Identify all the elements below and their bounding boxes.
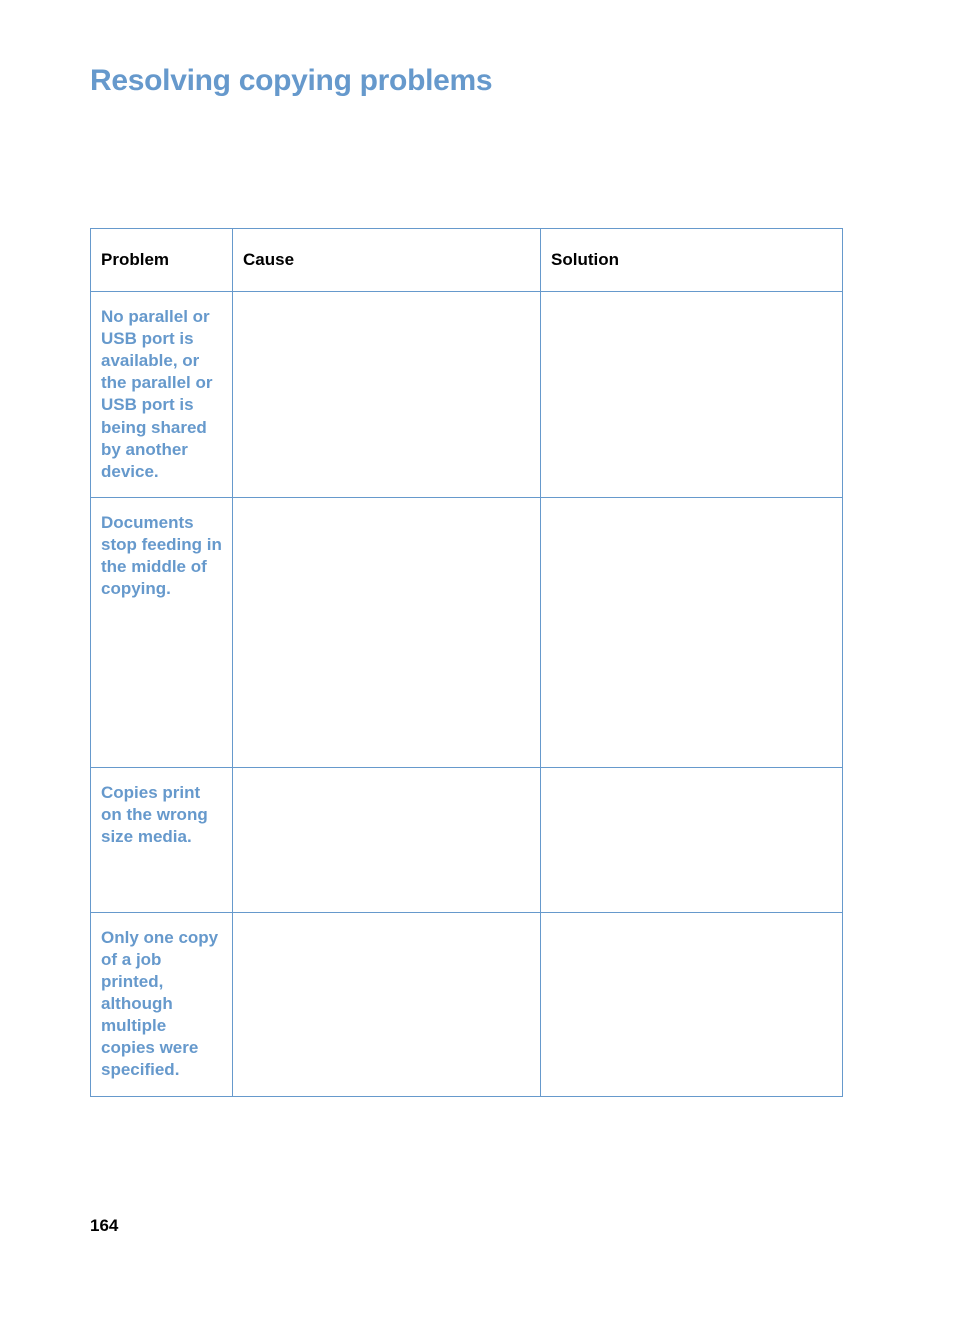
page-title: Resolving copying problems <box>90 64 864 98</box>
table-row: Documents stop feeding in the middle of … <box>91 497 843 767</box>
table-row: Only one copy of a job printed, although… <box>91 912 843 1096</box>
col-header-cause: Cause <box>233 229 541 292</box>
col-header-solution: Solution <box>541 229 843 292</box>
table-row: Copies print on the wrong size media. <box>91 767 843 912</box>
solution-cell <box>541 497 843 767</box>
page-number: 164 <box>90 1216 118 1236</box>
cause-cell <box>233 497 541 767</box>
problem-cell: Copies print on the wrong size media. <box>91 767 233 912</box>
solution-cell <box>541 767 843 912</box>
table-row: No parallel or USB port is available, or… <box>91 292 843 498</box>
col-header-problem: Problem <box>91 229 233 292</box>
solution-cell <box>541 912 843 1096</box>
troubleshoot-table: Problem Cause Solution No parallel or US… <box>90 228 843 1097</box>
table-header-row: Problem Cause Solution <box>91 229 843 292</box>
solution-cell <box>541 292 843 498</box>
cause-cell <box>233 767 541 912</box>
cause-cell <box>233 912 541 1096</box>
problem-cell: Only one copy of a job printed, although… <box>91 912 233 1096</box>
cause-cell <box>233 292 541 498</box>
problem-cell: No parallel or USB port is available, or… <box>91 292 233 498</box>
problem-cell: Documents stop feeding in the middle of … <box>91 497 233 767</box>
